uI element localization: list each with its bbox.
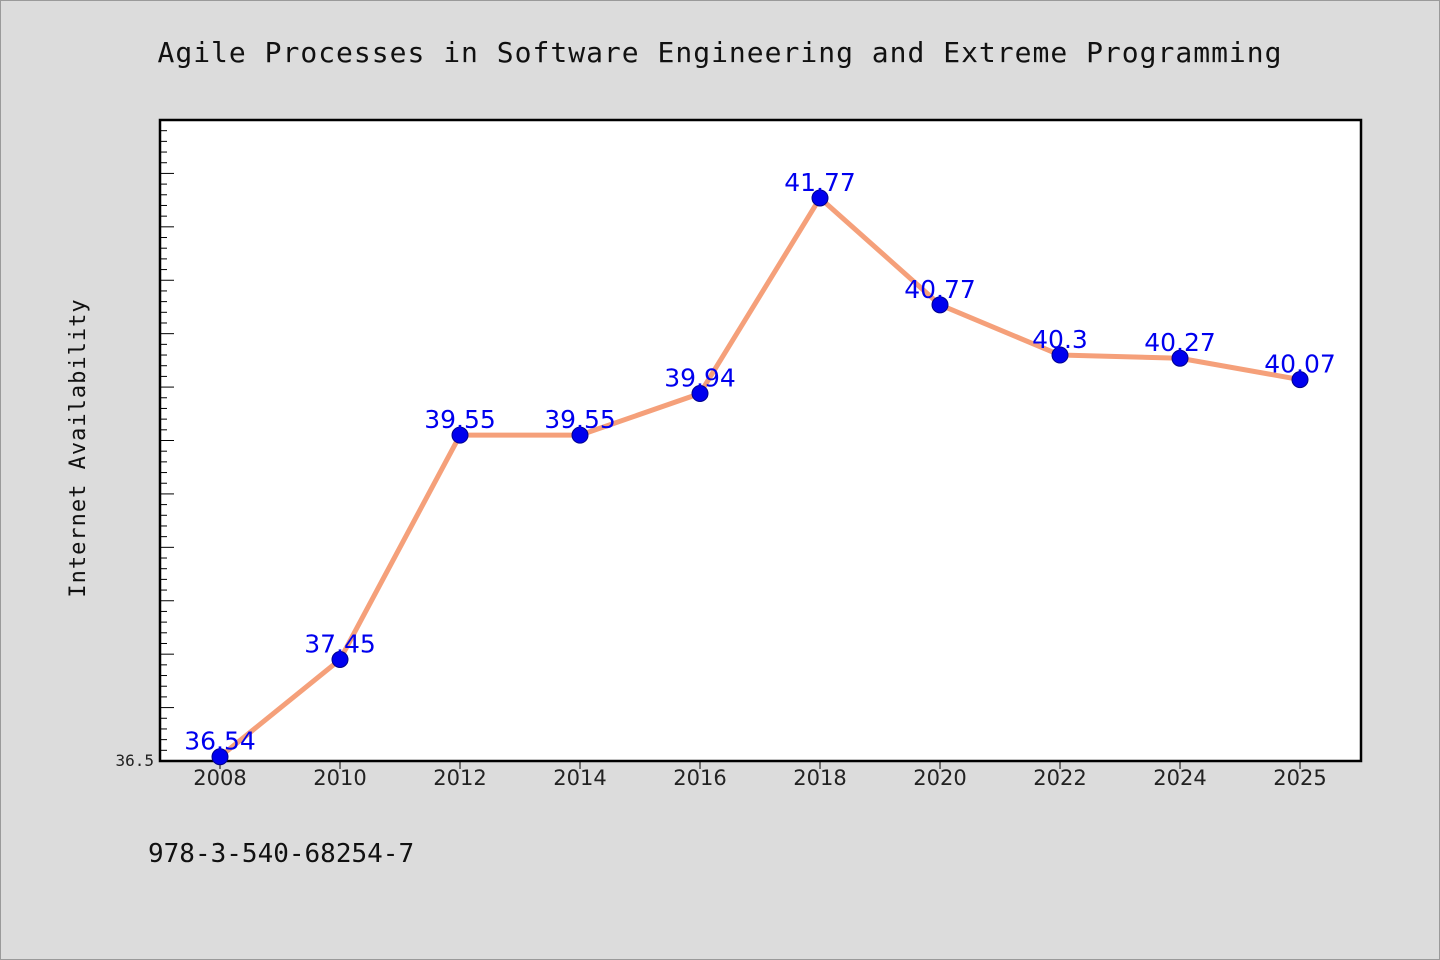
x-tick-label: 2012 bbox=[433, 766, 486, 790]
y-ticks: 36.5 bbox=[115, 119, 174, 770]
x-tick-label: 2008 bbox=[193, 766, 246, 790]
data-label: 41.77 bbox=[784, 168, 856, 197]
chart-title: Agile Processes in Software Engineering … bbox=[157, 36, 1282, 69]
data-point bbox=[811, 189, 829, 207]
x-tick-label: 2020 bbox=[913, 766, 966, 790]
data-label: 39.55 bbox=[424, 405, 496, 434]
data-point bbox=[1051, 346, 1069, 364]
x-tick-label: 2024 bbox=[1153, 766, 1206, 790]
data-point bbox=[571, 426, 589, 444]
data-label: 40.07 bbox=[1264, 350, 1336, 379]
x-tick-label: 2016 bbox=[673, 766, 726, 790]
data-label: 39.94 bbox=[664, 363, 736, 392]
x-tick-label: 2014 bbox=[553, 766, 606, 790]
series-line-group bbox=[217, 195, 1303, 760]
series-line bbox=[217, 195, 1303, 760]
isbn-text: 978-3-540-68254-7 bbox=[148, 839, 414, 869]
data-point bbox=[211, 748, 229, 766]
y-axis-label: Internet Availability bbox=[66, 298, 91, 597]
data-labels-group: 36.54 37.45 39.55 39.55 39.94 41.77 40.77 40.3 4… bbox=[184, 168, 1336, 756]
markers-group bbox=[211, 189, 1309, 766]
data-point bbox=[691, 384, 709, 402]
x-tick-label: 2025 bbox=[1273, 766, 1326, 790]
data-point bbox=[331, 651, 349, 669]
data-label: 40.3 bbox=[1032, 325, 1088, 354]
y-tick-label: 36.5 bbox=[115, 751, 154, 770]
data-label: 40.77 bbox=[904, 275, 976, 304]
data-point bbox=[931, 296, 949, 314]
data-label: 37.45 bbox=[304, 630, 376, 659]
x-ticks: 2008 2010 2012 2014 2016 2018 2020 2022 2024 2025 bbox=[193, 761, 1327, 790]
data-label: 40.27 bbox=[1144, 328, 1216, 357]
data-point bbox=[451, 426, 469, 444]
data-point bbox=[1171, 349, 1189, 367]
data-label: 39.55 bbox=[544, 405, 616, 434]
data-label: 36.54 bbox=[184, 727, 256, 756]
x-tick-label: 2010 bbox=[313, 766, 366, 790]
data-point bbox=[1291, 371, 1309, 389]
plot-area bbox=[158, 118, 1363, 763]
x-tick-label: 2022 bbox=[1033, 766, 1086, 790]
x-tick-label: 2018 bbox=[793, 766, 846, 790]
